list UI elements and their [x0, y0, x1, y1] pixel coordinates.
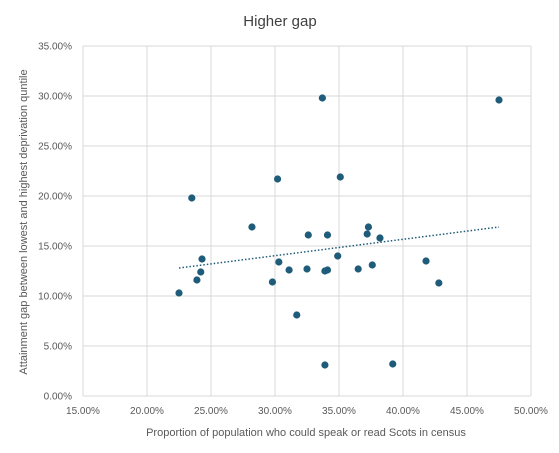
- data-point: [188, 194, 196, 202]
- data-point: [285, 266, 293, 274]
- data-point: [303, 265, 311, 273]
- y-tick-label: 35.00%: [38, 42, 72, 53]
- data-point: [323, 266, 332, 274]
- data-point: [273, 175, 282, 183]
- y-tick-label: 30.00%: [38, 92, 72, 103]
- x-tick-label: 45.00%: [450, 406, 484, 417]
- gridlines: [82, 45, 532, 397]
- data-point: [422, 257, 430, 265]
- data-point: [318, 94, 326, 102]
- data-point: [275, 258, 283, 266]
- data-point: [389, 360, 397, 368]
- data-point: [175, 289, 183, 297]
- chart-title: Higher gap: [243, 13, 316, 30]
- data-point: [248, 223, 256, 231]
- y-tick-label: 5.00%: [44, 342, 72, 353]
- data-point: [293, 311, 301, 319]
- data-point: [368, 261, 376, 269]
- y-tick-label: 25.00%: [38, 142, 72, 153]
- x-tick-label: 50.00%: [514, 406, 548, 417]
- y-tick-label: 15.00%: [38, 242, 72, 253]
- data-point: [198, 255, 206, 263]
- x-axis-ticks: 15.00% 20.00% 25.00% 30.00% 35.00% 40.00% 45.0…: [66, 406, 548, 417]
- x-tick-label: 40.00%: [386, 406, 420, 417]
- x-tick-label: 15.00%: [66, 406, 100, 417]
- data-point: [197, 268, 205, 276]
- data-point: [495, 96, 503, 104]
- data-points: [175, 94, 503, 369]
- data-point: [334, 252, 342, 260]
- data-point: [435, 279, 443, 287]
- y-axis-title: Attainment gap between lowest and highes…: [18, 69, 30, 374]
- data-point: [193, 276, 201, 284]
- y-tick-label: 20.00%: [38, 192, 72, 203]
- x-axis-title: Proportion of population who could speak…: [146, 427, 466, 439]
- data-point: [323, 231, 332, 239]
- x-tick-label: 25.00%: [194, 406, 228, 417]
- data-point: [336, 173, 344, 181]
- data-point: [364, 223, 373, 231]
- trendline: [178, 226, 500, 269]
- data-point: [354, 265, 362, 273]
- data-point: [304, 231, 312, 239]
- x-tick-label: 30.00%: [258, 406, 292, 417]
- data-point: [268, 278, 277, 286]
- y-axis-ticks: 0.00% 5.00% 10.00% 15.00% 20.00% 25.00% 30.00%…: [38, 42, 72, 403]
- x-tick-label: 35.00%: [322, 406, 356, 417]
- y-tick-label: 0.00%: [44, 392, 72, 403]
- data-point: [321, 361, 329, 369]
- x-tick-label: 20.00%: [130, 406, 164, 417]
- data-point: [376, 234, 384, 242]
- data-point: [363, 230, 371, 238]
- y-tick-label: 10.00%: [38, 292, 72, 303]
- trendline-group: [178, 226, 500, 269]
